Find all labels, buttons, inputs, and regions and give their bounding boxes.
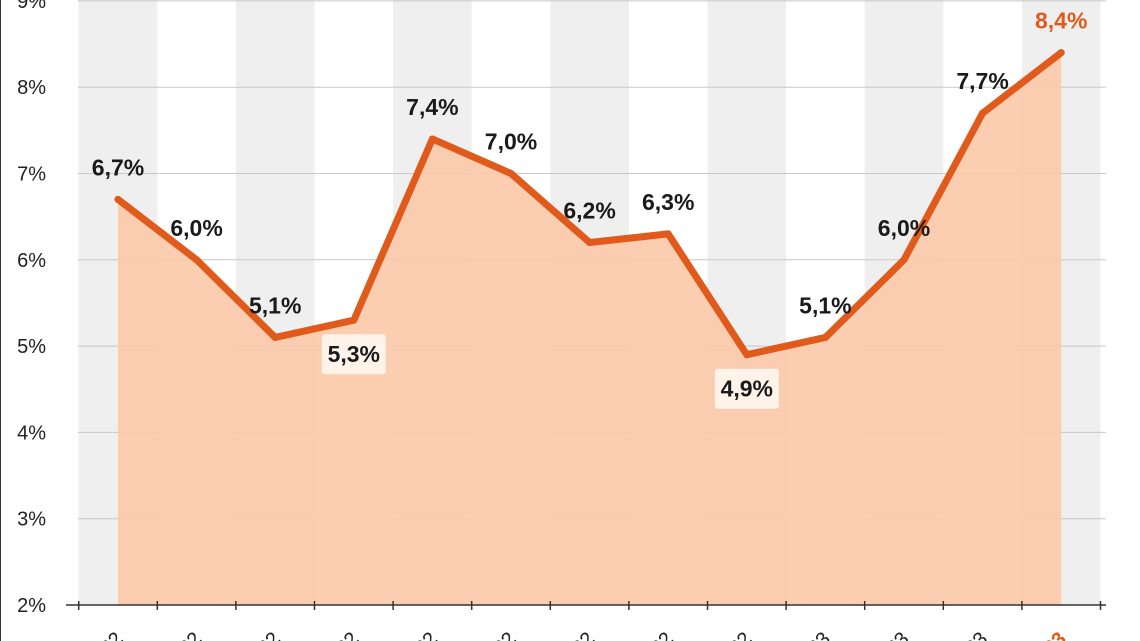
- x-tick-label: '22: [487, 628, 521, 641]
- x-tick-label: '22: [251, 628, 285, 641]
- data-label-box: [321, 334, 386, 375]
- y-tick-label: 2%: [17, 595, 46, 617]
- x-axis: [66, 601, 1106, 610]
- data-point: [428, 135, 436, 143]
- data-point: [900, 256, 908, 264]
- x-tick-label: '22: [172, 628, 206, 641]
- data-point: [821, 333, 829, 341]
- data-label-box: [714, 368, 779, 409]
- data-label: 5,1%: [249, 292, 301, 318]
- x-tick-label: '22: [565, 628, 599, 641]
- x-tick-label: '22: [722, 628, 756, 641]
- data-label: 6,0%: [878, 215, 930, 241]
- data-point: [507, 170, 515, 177]
- data-label: 7,0%: [485, 129, 537, 155]
- y-tick-label: 3%: [17, 509, 46, 531]
- data-labels: 6,7% 6,0% 5,1% 5,3% 7,4% 7,0% 6,2% 6,3% 4,9% 5,1%…: [92, 8, 1087, 409]
- data-label: 8,4%: [1035, 8, 1087, 34]
- data-label: 6,3%: [642, 189, 694, 215]
- x-tick-label: '22: [408, 628, 442, 641]
- x-tick-label: '23: [1036, 628, 1071, 641]
- x-tick-label: '22: [94, 628, 128, 641]
- y-tick-label: 8%: [17, 77, 46, 99]
- y-tick-label: 6%: [17, 250, 46, 272]
- y-tick-label: 5%: [17, 336, 46, 358]
- data-point: [114, 195, 122, 203]
- x-tick-label: '23: [801, 628, 835, 641]
- x-axis-labels: '22 '22 '22 '22 '22 '22 '22 '22 '22 '23 '23 '23 '23: [94, 628, 1071, 641]
- frame-left-border: [0, 0, 1, 641]
- line-layer: [114, 49, 1065, 359]
- data-label: 4,9%: [721, 376, 773, 402]
- data-label: 5,3%: [328, 341, 380, 367]
- data-point: [350, 316, 358, 324]
- data-point: [193, 256, 201, 264]
- x-tick-label: '23: [880, 628, 914, 641]
- y-tick-label: 4%: [17, 422, 46, 444]
- y-tick-label: 7%: [17, 164, 46, 186]
- data-point: [979, 109, 987, 117]
- data-label: 6,7%: [92, 154, 144, 180]
- x-tick-label: '23: [958, 628, 992, 641]
- data-point: [743, 351, 751, 359]
- data-point: [1057, 49, 1065, 57]
- x-tick-label: '22: [644, 628, 678, 641]
- x-tick-label: '22: [329, 628, 363, 641]
- data-point: [586, 239, 594, 247]
- data-label: 5,1%: [799, 292, 851, 318]
- data-label: 7,7%: [956, 68, 1008, 94]
- data-point: [664, 230, 672, 238]
- y-tick-label: 9%: [17, 0, 46, 13]
- data-point: [271, 333, 279, 341]
- data-label: 6,2%: [563, 198, 615, 224]
- area-fill: [118, 52, 1062, 606]
- data-label: 6,0%: [170, 215, 222, 241]
- data-label: 7,4%: [406, 94, 458, 120]
- y-axis-labels: 2% 3% 4% 5% 6% 7% 8% 9%: [17, 0, 46, 617]
- area-layer: [118, 52, 1062, 606]
